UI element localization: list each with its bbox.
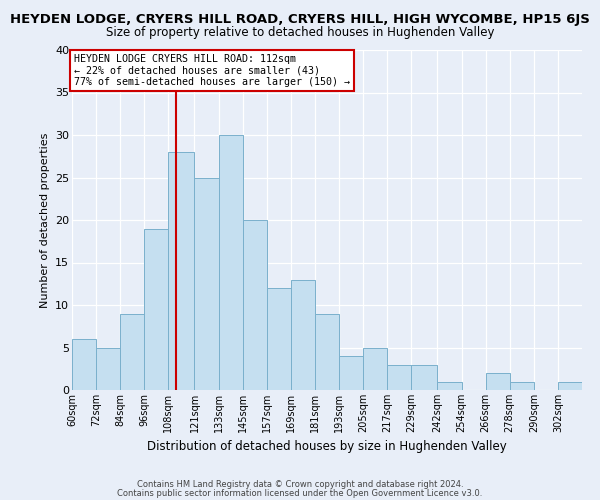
Text: HEYDEN LODGE CRYERS HILL ROAD: 112sqm
← 22% of detached houses are smaller (43)
: HEYDEN LODGE CRYERS HILL ROAD: 112sqm ← …	[74, 54, 350, 88]
Bar	[315, 314, 339, 390]
Bar	[485, 373, 510, 390]
Text: Contains public sector information licensed under the Open Government Licence v3: Contains public sector information licen…	[118, 488, 482, 498]
Bar	[363, 348, 387, 390]
Bar	[558, 382, 582, 390]
Y-axis label: Number of detached properties: Number of detached properties	[40, 132, 50, 308]
Bar	[267, 288, 291, 390]
Bar	[510, 382, 534, 390]
Bar	[194, 178, 218, 390]
Bar	[218, 135, 242, 390]
Bar	[387, 364, 412, 390]
Bar	[242, 220, 267, 390]
Text: HEYDEN LODGE, CRYERS HILL ROAD, CRYERS HILL, HIGH WYCOMBE, HP15 6JS: HEYDEN LODGE, CRYERS HILL ROAD, CRYERS H…	[10, 12, 590, 26]
Bar	[169, 152, 194, 390]
Text: Contains HM Land Registry data © Crown copyright and database right 2024.: Contains HM Land Registry data © Crown c…	[137, 480, 463, 489]
Bar	[72, 339, 96, 390]
Bar	[339, 356, 363, 390]
X-axis label: Distribution of detached houses by size in Hughenden Valley: Distribution of detached houses by size …	[147, 440, 507, 454]
Bar	[412, 364, 437, 390]
Bar	[120, 314, 144, 390]
Bar	[144, 228, 169, 390]
Bar	[437, 382, 461, 390]
Bar	[291, 280, 315, 390]
Text: Size of property relative to detached houses in Hughenden Valley: Size of property relative to detached ho…	[106, 26, 494, 39]
Bar	[96, 348, 120, 390]
